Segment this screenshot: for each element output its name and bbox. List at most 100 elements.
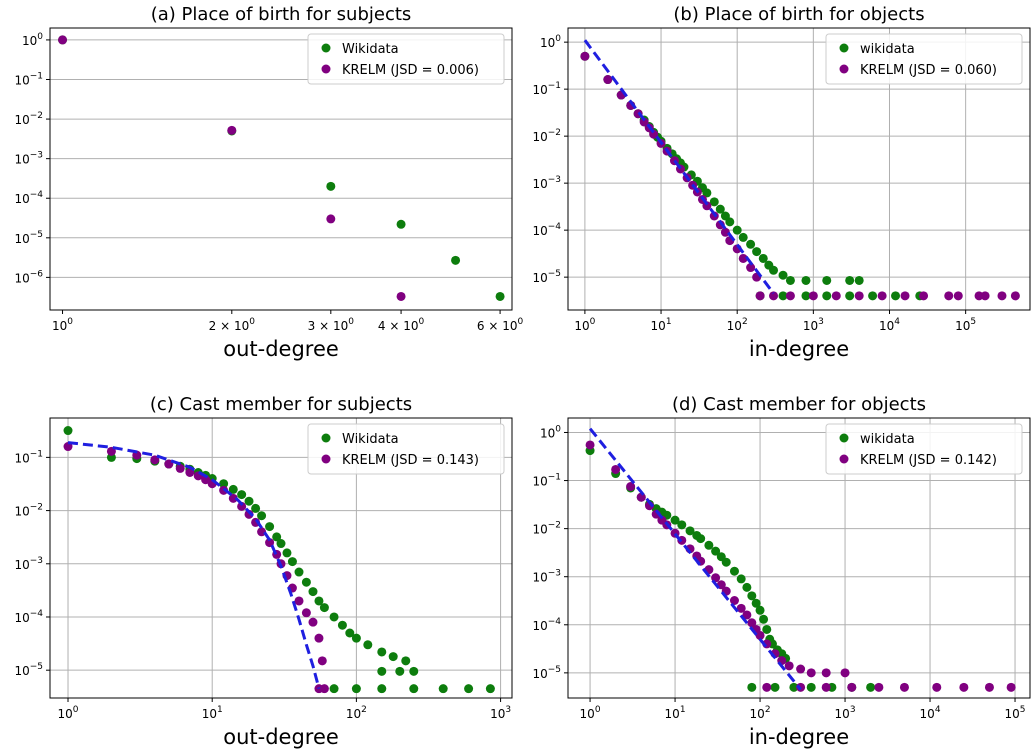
data-point-wikidata [778,291,788,301]
data-point-krelm [755,630,765,640]
legend-marker-krelm [321,64,331,74]
x-tick-label: 102 [346,705,367,721]
data-point-wikidata [736,574,746,584]
data-point-wikidata [729,566,739,576]
fit-line [583,39,775,295]
series-krelm [580,51,1020,301]
legend: Wikidata KRELM (JSD = 0.006) [307,33,505,85]
data-point-wikidata [377,666,387,676]
data-point-wikidata [464,684,474,694]
data-point-wikidata [801,291,811,301]
fit-line [588,427,802,691]
x-tick-label: 6 × 100 [477,317,524,333]
data-point-krelm [317,656,327,666]
data-point-krelm [201,475,211,485]
y-tick-label: 10−3 [532,569,561,585]
data-point-krelm [997,291,1007,301]
data-point-wikidata [769,265,779,275]
data-point-krelm [747,618,757,628]
legend-marker-krelm [839,454,849,464]
chart-title: (c) Cast member for subjects [150,394,412,415]
data-point-wikidata [377,684,387,694]
data-point-krelm [746,263,756,273]
data-point-krelm [769,291,779,301]
data-point-krelm [831,291,841,301]
data-point-krelm [762,682,772,692]
legend-label-krelm: KRELM (JSD = 0.142) [860,453,997,468]
y-tick-label: 10−2 [14,503,43,519]
legend-marker-wikidata [839,43,849,53]
axes-frame [567,27,1031,311]
data-point-krelm [808,291,818,301]
data-point-krelm [580,51,590,61]
data-point-wikidata [758,253,768,263]
data-point-wikidata [438,684,448,694]
legend: Wikidata KRELM (JSD = 0.143) [307,423,505,475]
data-point-krelm [257,527,267,537]
x-tick-label: 100 [574,317,595,333]
data-point-wikidata [789,682,799,692]
legend-marker-krelm [839,64,849,74]
chart-panel-2: (b) Place of birth for objectsin-degree1… [532,4,1031,361]
data-point-krelm [729,595,739,605]
data-point-wikidata [395,666,405,676]
fit-line [67,441,321,689]
y-tick-label: 100 [22,32,43,48]
grid [50,418,512,698]
data-point-krelm [932,682,942,692]
legend-box [825,423,1023,475]
series-wikidata [63,426,495,694]
y-tick-label: 10−3 [14,556,43,572]
data-point-wikidata [801,275,811,285]
data-point-krelm [980,291,990,301]
data-point-krelm [854,291,864,301]
legend-marker-wikidata [839,433,849,443]
data-point-krelm [847,682,857,692]
x-axis-label: in-degree [749,725,849,749]
y-tick-label: 10−4 [532,222,561,238]
data-point-krelm [227,125,237,135]
data-point-krelm [984,682,994,692]
y-tick-label: 10−1 [532,473,561,489]
data-point-wikidata [822,291,832,301]
legend-label-wikidata: wikidata [860,432,915,447]
data-point-krelm [755,291,765,301]
data-point-wikidata [670,515,680,525]
data-point-krelm [959,682,969,692]
data-point-wikidata [451,255,461,265]
data-point-wikidata [401,656,411,666]
data-point-krelm [899,682,909,692]
data-point-krelm [396,291,406,301]
data-point-krelm [738,253,748,263]
x-axis-label: out-degree [223,337,339,361]
chart-panel-1: (a) Place of birth for subjects out-degre… [14,4,523,361]
data-point-wikidata [891,291,901,301]
y-tick-label: 10−6 [14,269,43,285]
x-tick-label: 102 [750,705,771,721]
data-point-krelm [1006,682,1016,692]
data-point-wikidata [721,557,731,567]
data-point-krelm [228,493,238,503]
x-tick-label: 101 [202,705,223,721]
x-tick-label: 104 [920,705,941,721]
plot-area [63,426,495,694]
legend: wikidata KRELM (JSD = 0.060) [825,33,1023,85]
grid [50,39,512,278]
data-point-wikidata [495,291,505,301]
data-point-wikidata [709,197,719,207]
y-tick-label: 10−1 [14,71,43,87]
data-point-krelm [796,664,806,674]
data-point-wikidata [251,503,261,513]
data-point-wikidata [677,520,687,530]
data-point-wikidata [806,682,816,692]
data-point-wikidata [377,647,387,657]
x-tick-label: 100 [52,317,73,333]
data-point-wikidata [751,598,761,608]
data-point-wikidata [409,666,419,676]
y-tick-label: 10−4 [14,190,43,206]
y-tick-label: 10−2 [532,521,561,537]
data-point-krelm [821,682,831,692]
y-tick-label: 10−5 [14,230,43,246]
data-point-wikidata [715,204,725,214]
x-tick-label: 100 [58,705,79,721]
